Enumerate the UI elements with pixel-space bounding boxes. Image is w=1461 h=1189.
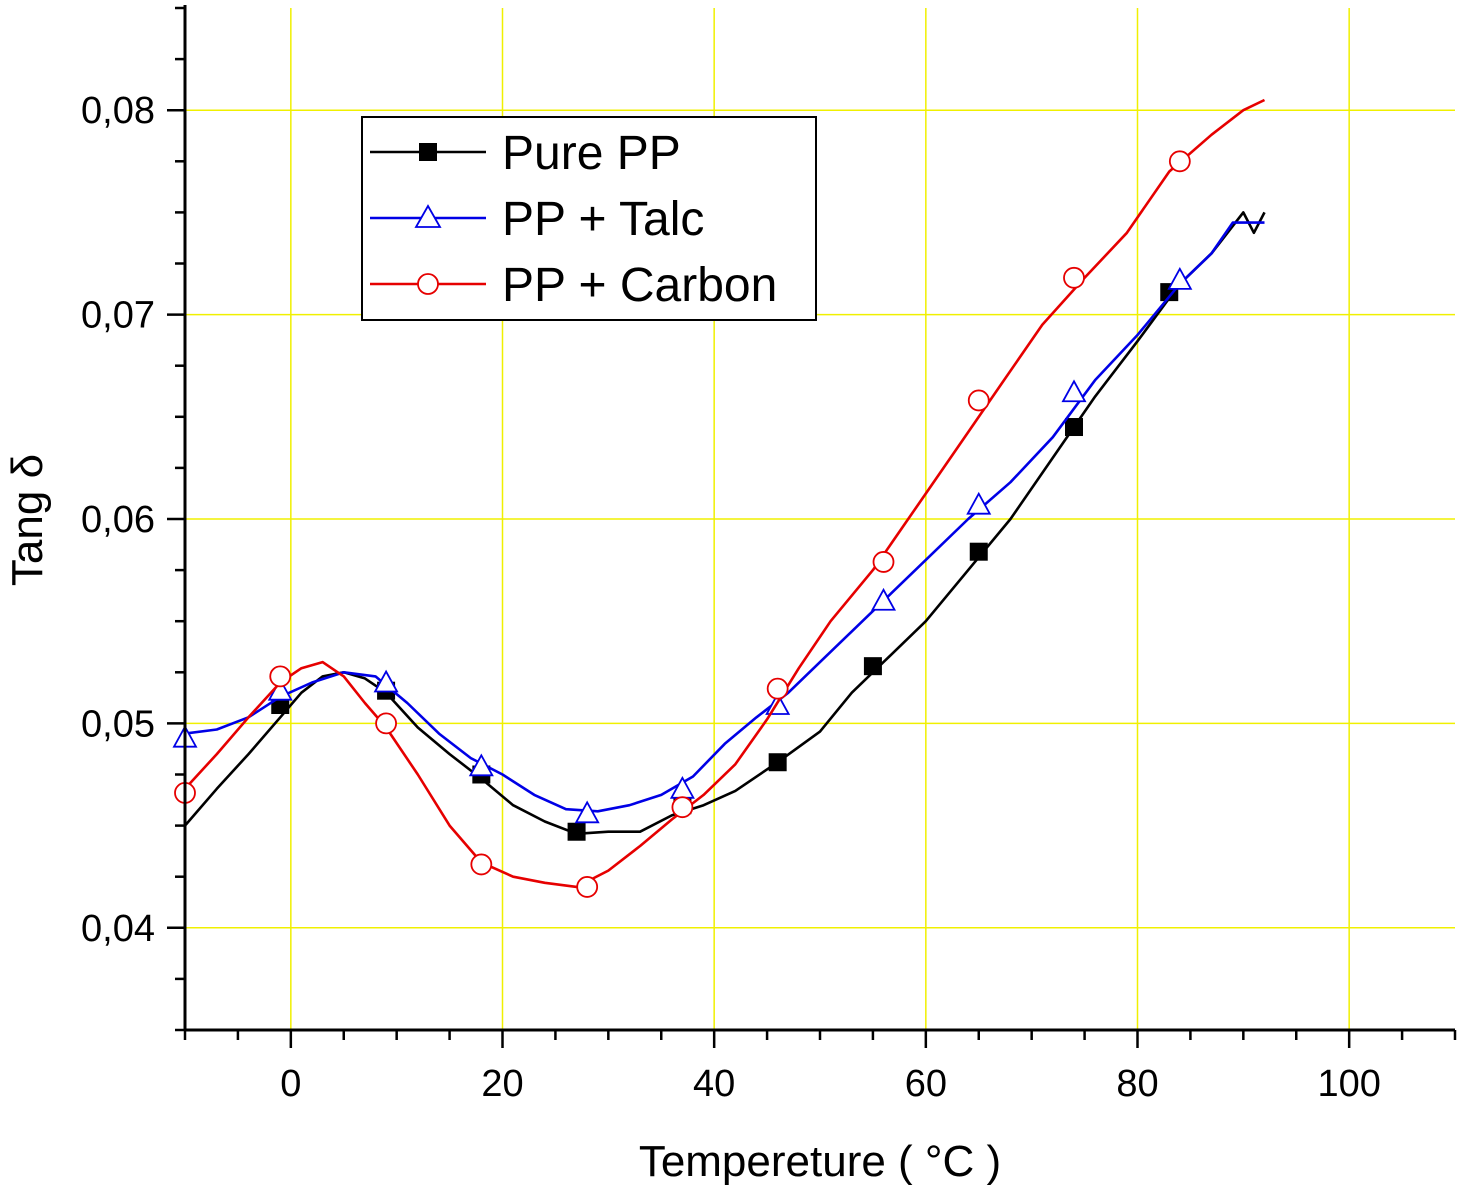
x-tick-label-4: 80 [1116, 1063, 1158, 1105]
legend-label-pp-carbon: PP + Carbon [502, 259, 777, 312]
marker-s2-7 [872, 551, 895, 573]
series-layer [172, 98, 1266, 898]
marker-s2-1 [269, 665, 292, 688]
marker-s0-6 [863, 657, 882, 676]
marker-s1-10 [1167, 266, 1193, 290]
x-axis-title: Tempereture ( °C ) [639, 1137, 1001, 1186]
legend-marker-1 [414, 204, 442, 228]
x-tick-label-3: 60 [905, 1063, 947, 1105]
marker-s0-8 [1065, 418, 1083, 437]
marker-s0-5 [768, 753, 787, 772]
marker-s2-4 [576, 876, 599, 898]
x-tick-label-1: 20 [481, 1063, 523, 1105]
y-tick-label-3: 0,07 [81, 295, 155, 337]
y-axis-title: Tang δ [3, 454, 52, 586]
marker-s2-6 [766, 677, 789, 700]
legend-label-pure-pp: Pure PP [502, 127, 681, 180]
y-tick-label-0: 0,04 [81, 908, 155, 950]
marker-s1-3 [468, 753, 494, 777]
marker-s1-2 [373, 669, 399, 693]
x-tick-label-0: 0 [280, 1063, 301, 1105]
ticks: 0 20 40 60 80 100 0,04 0,05 0,06 0,07 0,08 [81, 6, 1457, 1105]
marker-s2-9 [1063, 266, 1085, 289]
x-tick-label-2: 40 [693, 1063, 735, 1105]
marker-s1-9 [1061, 379, 1087, 403]
series-line-2 [184, 98, 1266, 889]
legend: Pure PP PP + Talc PP + Carbon [361, 116, 817, 321]
marker-s1-8 [966, 491, 992, 515]
y-tick-label-1: 0,05 [81, 703, 155, 745]
marker-s2-2 [375, 712, 397, 735]
legend-marker-0 [419, 143, 437, 161]
marker-s2-10 [1168, 150, 1191, 173]
marker-s2-5 [671, 796, 694, 819]
marker-s0-7 [969, 542, 988, 561]
legend-label-pp-talc: PP + Talc [502, 193, 704, 246]
legend-marker-2 [417, 273, 439, 295]
marker-s1-4 [574, 800, 600, 824]
x-tick-label-5: 100 [1317, 1063, 1380, 1105]
y-tick-label-4: 0,08 [81, 90, 155, 132]
marker-s2-8 [967, 389, 990, 412]
marker-s0-3 [567, 822, 586, 841]
marker-s2-3 [470, 853, 493, 876]
y-tick-label-2: 0,06 [81, 499, 155, 541]
marker-s1-7 [870, 587, 897, 611]
